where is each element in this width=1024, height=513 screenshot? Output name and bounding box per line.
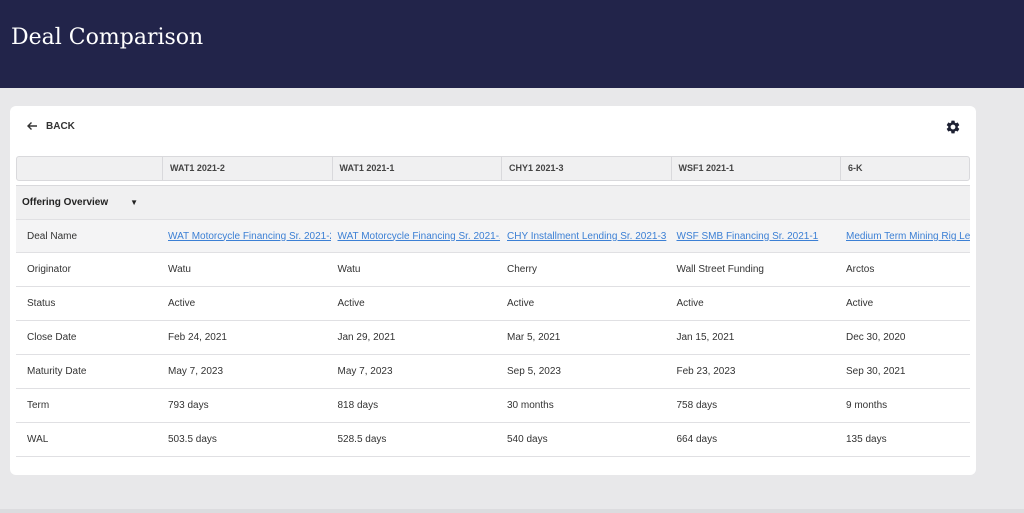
table-row-deal-name: Deal Name WAT Motorcycle Financing Sr. 2… <box>16 219 970 253</box>
section-offering-overview[interactable]: Offering Overview ▼ <box>16 185 970 219</box>
table-cell: May 7, 2023 <box>168 366 224 377</box>
bottom-divider <box>0 509 1024 513</box>
table-cell: Wall Street Funding <box>676 264 764 275</box>
table-cell: Active <box>507 298 535 309</box>
column-header-row: WAT1 2021-2 WAT1 2021-1 CHY1 2021-3 WSF1… <box>16 156 970 181</box>
table-cell: 540 days <box>507 434 548 445</box>
deal-name-link[interactable]: WAT Motorcycle Financing Sr. 2021-2 <box>168 230 331 242</box>
comparison-card: BACK WAT1 2021-2 WAT1 2021-1 CHY1 2021-3… <box>10 106 976 475</box>
table-cell: Feb 24, 2021 <box>168 332 227 343</box>
table-cell: Sep 30, 2021 <box>846 366 906 377</box>
column-header-wat1-2021-2[interactable]: WAT1 2021-2 <box>162 157 332 180</box>
table-cell: 758 days <box>676 400 718 411</box>
deal-name-link[interactable]: CHY Installment Lending Sr. 2021-3 <box>507 230 667 242</box>
table-cell: 818 days <box>337 400 379 411</box>
table-cell: 528.5 days <box>337 434 387 445</box>
row-label: WAL <box>27 434 49 445</box>
deal-name-link[interactable]: WAT Motorcycle Financing Sr. 2021-1 <box>337 230 501 242</box>
table-row-term: Term 793 days 818 days 30 months 758 day… <box>16 389 970 423</box>
table-cell: Arctos <box>846 264 875 275</box>
row-label: Status <box>27 298 56 309</box>
table-cell: Active <box>168 298 196 309</box>
comparison-table: WAT1 2021-2 WAT1 2021-1 CHY1 2021-3 WSF1… <box>16 156 970 457</box>
column-header-wat1-2021-1[interactable]: WAT1 2021-1 <box>331 157 502 180</box>
table-cell: Sep 5, 2023 <box>507 366 561 377</box>
table-cell: Active <box>676 298 704 309</box>
arrow-left-icon <box>27 122 37 130</box>
page-title: Deal Comparison <box>11 25 204 50</box>
table-row-close-date: Close Date Feb 24, 2021 Jan 29, 2021 Mar… <box>16 321 970 355</box>
table-row-wal: WAL 503.5 days 528.5 days 540 days 664 d… <box>16 423 970 457</box>
table-cell: 793 days <box>168 400 209 411</box>
page-header: Deal Comparison <box>0 0 1024 88</box>
column-header-wsf1-2021-1[interactable]: WSF1 2021-1 <box>670 157 841 180</box>
table-cell: Active <box>337 298 365 309</box>
section-label: Offering Overview <box>22 197 109 208</box>
table-cell: 664 days <box>676 434 718 445</box>
table-cell: Jan 15, 2021 <box>676 332 735 343</box>
table-cell: Cherry <box>507 264 538 275</box>
table-cell: 503.5 days <box>168 434 217 445</box>
table-cell: Active <box>846 298 874 309</box>
table-cell: May 7, 2023 <box>337 366 393 377</box>
table-cell: Feb 23, 2023 <box>676 366 736 377</box>
table-row-originator: Originator Watu Watu Cherry Wall Street … <box>16 253 970 287</box>
gear-icon[interactable] <box>945 119 961 135</box>
table-cell: 135 days <box>846 434 887 445</box>
caret-down-icon[interactable]: ▼ <box>130 198 139 207</box>
table-cell: Watu <box>168 264 191 275</box>
row-label: Term <box>27 400 50 411</box>
column-header-blank <box>17 157 162 180</box>
table-row-maturity-date: Maturity Date May 7, 2023 May 7, 2023 Se… <box>16 355 970 389</box>
table-cell: Mar 5, 2021 <box>507 332 561 343</box>
row-label: Close Date <box>27 332 77 343</box>
table-cell: 9 months <box>846 400 888 411</box>
column-header-6k[interactable]: 6-K <box>840 157 969 180</box>
table-cell: 30 months <box>507 400 554 411</box>
column-header-chy1-2021-3[interactable]: CHY1 2021-3 <box>501 157 671 180</box>
table-cell: Jan 29, 2021 <box>337 332 396 343</box>
row-label: Maturity Date <box>27 366 87 377</box>
back-label: BACK <box>46 120 75 132</box>
deal-name-link[interactable]: WSF SMB Financing Sr. 2021-1 <box>676 230 819 242</box>
back-button[interactable]: BACK <box>26 120 75 132</box>
table-cell: Dec 30, 2020 <box>846 332 906 343</box>
table-cell: Watu <box>337 264 361 275</box>
deal-name-link[interactable]: Medium Term Mining Rig Lea <box>846 230 970 242</box>
row-label: Deal Name <box>27 230 78 242</box>
row-label: Originator <box>27 264 71 275</box>
table-row-status: Status Active Active Active Active Activ… <box>16 287 970 321</box>
